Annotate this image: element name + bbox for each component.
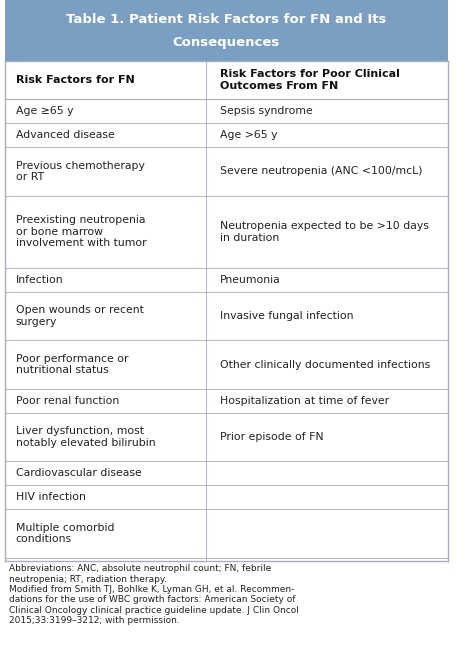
- Text: Preexisting neutropenia
or bone marrow
involvement with tumor: Preexisting neutropenia or bone marrow i…: [16, 215, 146, 248]
- Text: Risk Factors for Poor Clinical
Outcomes From FN: Risk Factors for Poor Clinical Outcomes …: [219, 69, 400, 90]
- Text: Prior episode of FN: Prior episode of FN: [219, 432, 323, 442]
- Text: Abbreviations: ANC, absolute neutrophil count; FN, febrile
neutropenia; RT, radi: Abbreviations: ANC, absolute neutrophil …: [9, 564, 299, 625]
- Text: Age >65 y: Age >65 y: [219, 130, 277, 140]
- Text: Infection: Infection: [16, 275, 64, 285]
- Text: Neutropenia expected to be >10 days
in duration: Neutropenia expected to be >10 days in d…: [219, 221, 428, 243]
- Text: Sepsis syndrome: Sepsis syndrome: [219, 106, 312, 116]
- Text: Poor renal function: Poor renal function: [16, 396, 119, 406]
- Text: Risk Factors for FN: Risk Factors for FN: [16, 75, 135, 85]
- Text: Other clinically documented infections: Other clinically documented infections: [219, 360, 430, 370]
- Text: Liver dysfunction, most
notably elevated bilirubin: Liver dysfunction, most notably elevated…: [16, 426, 155, 447]
- Text: Multiple comorbid
conditions: Multiple comorbid conditions: [16, 523, 114, 544]
- Text: Invasive fungal infection: Invasive fungal infection: [219, 312, 353, 321]
- Text: Severe neutropenia (ANC <100/mcL): Severe neutropenia (ANC <100/mcL): [219, 166, 422, 176]
- Text: HIV infection: HIV infection: [16, 492, 86, 502]
- Text: Poor performance or
nutritional status: Poor performance or nutritional status: [16, 354, 128, 376]
- FancyBboxPatch shape: [5, 61, 448, 561]
- Text: Advanced disease: Advanced disease: [16, 130, 115, 140]
- Text: Consequences: Consequences: [173, 36, 280, 49]
- Text: Pneumonia: Pneumonia: [219, 275, 281, 285]
- Text: Previous chemotherapy
or RT: Previous chemotherapy or RT: [16, 160, 145, 182]
- Text: Hospitalization at time of fever: Hospitalization at time of fever: [219, 396, 389, 406]
- Text: Age ≥65 y: Age ≥65 y: [16, 106, 73, 116]
- Text: Open wounds or recent
surgery: Open wounds or recent surgery: [16, 306, 144, 327]
- Text: Table 1. Patient Risk Factors for FN and Its: Table 1. Patient Risk Factors for FN and…: [66, 13, 387, 26]
- Text: Cardiovascular disease: Cardiovascular disease: [16, 468, 142, 478]
- FancyBboxPatch shape: [5, 0, 448, 61]
